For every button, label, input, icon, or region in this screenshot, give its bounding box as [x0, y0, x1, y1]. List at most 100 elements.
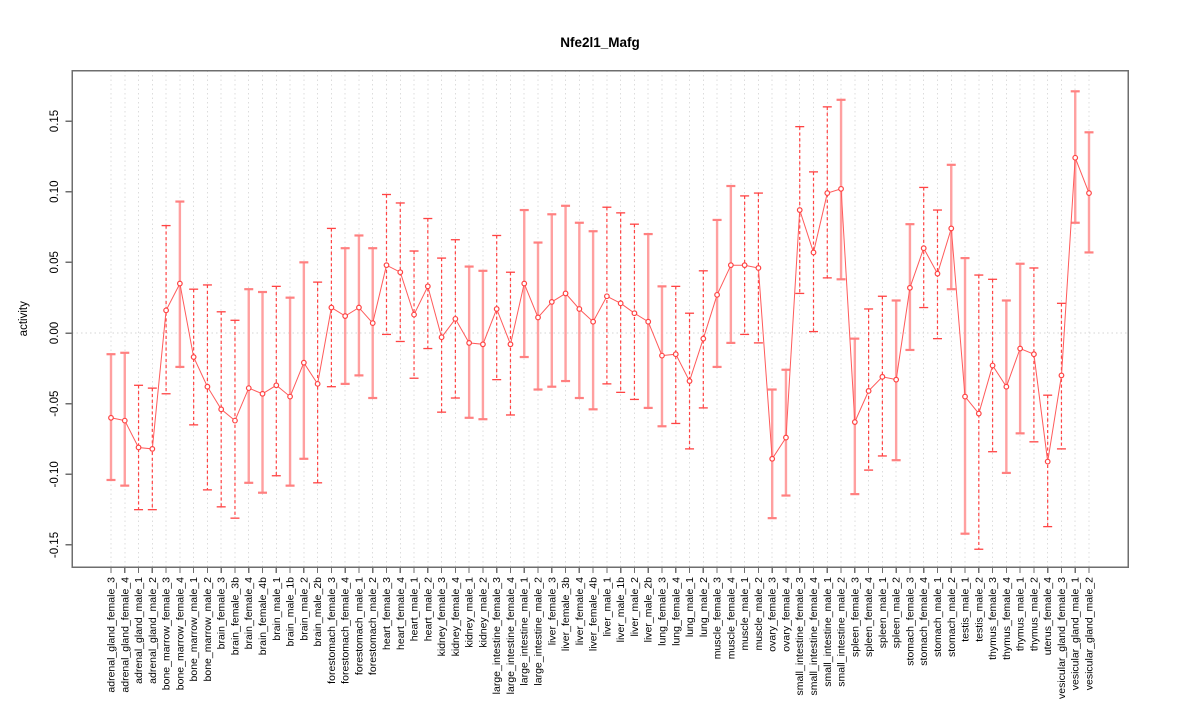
- data-point-marker: [232, 417, 238, 424]
- x-tick-label: muscle_female_4: [725, 577, 737, 659]
- x-tick-label: kidney_male_2: [477, 577, 489, 648]
- chart-title: Nfe2l1_Mafg: [560, 35, 640, 50]
- data-point-marker: [548, 299, 555, 305]
- data-point-marker: [452, 315, 459, 322]
- data-point-marker: [659, 352, 665, 359]
- data-point-marker: [411, 311, 417, 318]
- data-point-marker: [328, 304, 335, 311]
- x-tick-label: stomach_male_2: [946, 577, 958, 657]
- x-tick-label: large_intestine_male_1: [519, 577, 531, 686]
- x-tick-label: uterus_female_4: [1042, 577, 1054, 655]
- error-bar: [671, 285, 681, 425]
- error-bar: [877, 295, 887, 457]
- x-tick-label: muscle_male_1: [739, 577, 751, 651]
- data-point-marker: [1017, 345, 1024, 352]
- data-point-marker: [245, 385, 252, 392]
- y-tick-label: 0.00: [49, 322, 61, 344]
- x-tick-label: liver_male_1: [601, 577, 613, 637]
- data-point-marker: [1072, 154, 1079, 161]
- data-point-marker: [741, 262, 748, 269]
- x-tick-label: large_intestine_female_4: [505, 577, 517, 694]
- data-point-marker: [576, 306, 583, 312]
- error-bar: [822, 106, 832, 279]
- x-tick-label: lung_female_4: [670, 577, 682, 646]
- x-tick-label: ovary_female_3: [767, 577, 779, 652]
- x-tick-label: heart_male_1: [409, 577, 421, 641]
- x-tick-label: vesicular_gland_male_2: [1084, 577, 1096, 690]
- data-point-marker: [672, 351, 679, 358]
- x-tick-label: adrenal_gland_female_3: [106, 577, 118, 693]
- error-bar: [395, 202, 405, 343]
- x-tick-label: bone_marrow_female_4: [174, 577, 186, 690]
- error-bar: [326, 227, 336, 388]
- data-point-marker: [879, 373, 886, 380]
- x-tick-label: adrenal_gland_male_1: [133, 577, 145, 684]
- data-point-marker: [727, 262, 734, 269]
- x-tick-label: thymus_male_1: [1015, 577, 1027, 651]
- data-point-marker: [397, 269, 404, 276]
- data-point-marker: [342, 313, 349, 319]
- x-tick-label: brain_male_2: [298, 577, 310, 641]
- x-tick-label: liver_male_2: [629, 577, 641, 637]
- data-point-marker: [824, 190, 831, 196]
- data-point-marker: [535, 314, 541, 321]
- error-bar: [285, 296, 295, 487]
- gridlines: [72, 70, 1128, 567]
- x-tick-label: forestomach_female_3: [326, 577, 338, 684]
- data-point-marker: [948, 225, 955, 232]
- x-tick-label: bone_marrow_male_1: [188, 577, 200, 682]
- data-point-marker: [507, 341, 514, 348]
- x-tick-label: forestomach_male_2: [367, 577, 379, 675]
- data-point-marker: [480, 341, 486, 348]
- data-point-marker: [769, 455, 776, 462]
- x-tick-label: vesicular_gland_female_3: [1056, 577, 1068, 699]
- x-tick-label: kidney_male_1: [464, 577, 476, 648]
- x-tick-label: thymus_female_3: [987, 577, 999, 660]
- data-point-marker: [865, 388, 872, 394]
- error-bar: [450, 239, 460, 399]
- plot-frame: [71, 69, 1129, 568]
- data-point-marker: [975, 410, 982, 417]
- x-tick-label: liver_female_3b: [560, 577, 572, 651]
- error-bar: [271, 285, 281, 477]
- x-tick-label: spleen_female_4: [863, 577, 875, 657]
- series-line: [110, 157, 1090, 462]
- data-point-marker: [163, 307, 169, 314]
- x-tick-label: heart_female_4: [395, 577, 407, 650]
- y-axis-title: activity: [18, 301, 30, 336]
- x-tick-label: small_intestine_female_3: [794, 577, 806, 696]
- x-tick-label: spleen_male_1: [877, 577, 889, 648]
- data-point-marker: [149, 445, 156, 452]
- data-point-marker: [700, 335, 707, 342]
- data-point-marker: [356, 304, 362, 311]
- x-tick-label: bone_marrow_female_3: [161, 577, 173, 690]
- x-tick-label: heart_female_3: [381, 577, 393, 650]
- x-tick-label: small_intestine_male_2: [836, 577, 848, 687]
- y-tick-label: -0.05: [49, 391, 61, 417]
- x-tick-label: adrenal_gland_female_4: [119, 577, 131, 693]
- x-tick-label: small_intestine_male_1: [822, 577, 834, 687]
- y-tick-label: -0.10: [49, 461, 61, 487]
- error-bar: [134, 384, 144, 511]
- x-tick-label: muscle_female_3: [712, 577, 724, 659]
- data-point-marker: [645, 318, 652, 325]
- data-point-marker: [493, 306, 500, 312]
- error-bar: [409, 250, 419, 379]
- x-tick-label: brain_male_1b: [285, 577, 297, 647]
- data-point-marker: [1044, 458, 1051, 465]
- data-point-marker: [631, 310, 638, 317]
- data-point-marker: [617, 300, 624, 307]
- data-point-marker: [466, 339, 473, 346]
- data-point-marker: [190, 354, 197, 360]
- x-tick-label: spleen_male_2: [891, 577, 903, 648]
- x-tick-label: brain_female_3: [216, 577, 228, 650]
- error-bar: [216, 311, 226, 508]
- error-bar: [698, 270, 708, 409]
- data-point-marker: [1058, 372, 1065, 379]
- x-tick-label: lung_female_3: [656, 577, 668, 646]
- error-bar: [809, 171, 819, 333]
- data-point-marker: [934, 270, 941, 277]
- data-point-marker: [851, 419, 858, 425]
- x-tick-label: kidney_female_4: [450, 577, 462, 657]
- data-point-marker: [562, 290, 569, 297]
